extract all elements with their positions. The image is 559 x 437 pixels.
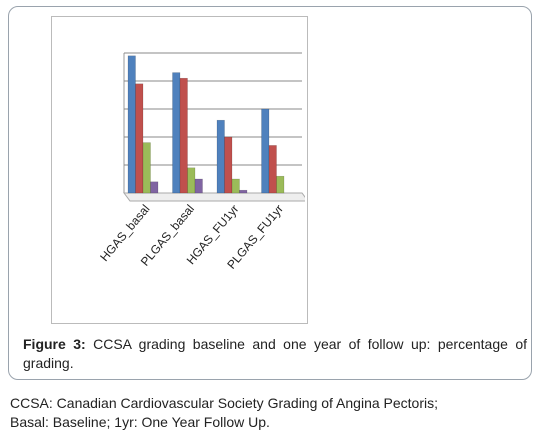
caption: Figure 3: CCSA grading baseline and one … xyxy=(23,335,527,373)
bar xyxy=(239,189,248,194)
bar xyxy=(276,175,285,194)
bar xyxy=(194,178,203,194)
bar xyxy=(216,119,225,194)
figure-frame: HGAS_basal PLGAS_basal HGAS_FU1yr PLGAS_FU1… xyxy=(8,6,532,380)
bar xyxy=(231,178,240,194)
bar xyxy=(261,108,270,194)
bar xyxy=(150,181,159,194)
bar xyxy=(172,72,181,194)
bar xyxy=(268,145,277,194)
bar xyxy=(224,136,233,194)
footnote: CCSA: Canadian Cardiovascular Society Gr… xyxy=(10,394,555,432)
bar xyxy=(187,167,196,194)
bar xyxy=(127,55,136,194)
chart-image: HGAS_basal PLGAS_basal HGAS_FU1yr PLGAS_FU1… xyxy=(51,16,308,324)
footnote-line: CCSA: Canadian Cardiovascular Society Gr… xyxy=(10,395,438,411)
caption-text: CCSA grading baseline and one year of fo… xyxy=(23,336,528,371)
floor xyxy=(123,192,305,202)
footnote-line: Basal: Baseline; 1yr: One Year Follow Up… xyxy=(10,414,270,430)
bar xyxy=(135,83,144,194)
chart: HGAS_basalPLGAS_basalHGAS_FU1yrPLGAS_FU1… xyxy=(97,52,305,272)
bar xyxy=(142,142,151,194)
caption-label: Figure 3: xyxy=(23,336,86,352)
bar xyxy=(179,77,188,194)
